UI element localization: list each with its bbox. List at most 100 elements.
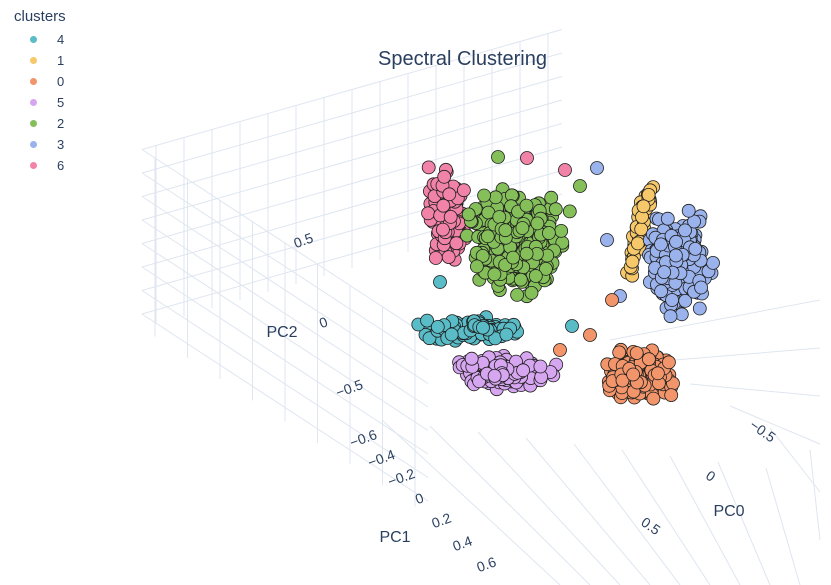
data-point-cluster-6[interactable] bbox=[421, 160, 436, 175]
data-point-cluster-4[interactable] bbox=[475, 320, 490, 335]
data-point-cluster-3[interactable] bbox=[694, 280, 708, 295]
data-point-cluster-0[interactable] bbox=[662, 355, 676, 370]
data-point-cluster-0[interactable] bbox=[664, 388, 679, 403]
data-point-cluster-6[interactable] bbox=[435, 222, 450, 237]
data-point-cluster-2[interactable] bbox=[491, 150, 505, 164]
data-point-cluster-0[interactable] bbox=[615, 373, 630, 388]
data-point-cluster-5[interactable] bbox=[533, 359, 548, 374]
data-point-cluster-6[interactable] bbox=[436, 198, 451, 213]
data-point-cluster-1[interactable] bbox=[630, 236, 645, 251]
data-point-cluster-6[interactable] bbox=[437, 169, 452, 184]
data-point-cluster-3[interactable] bbox=[669, 248, 683, 263]
data-point-cluster-1[interactable] bbox=[641, 187, 656, 202]
data-point-cluster-2[interactable] bbox=[475, 248, 490, 263]
data-point-cluster-0[interactable] bbox=[612, 345, 627, 360]
legend-item-6[interactable]: 6 bbox=[14, 155, 66, 176]
data-point-cluster-0[interactable] bbox=[651, 366, 665, 381]
data-point-cluster-2[interactable] bbox=[487, 267, 502, 282]
data-point-cluster-2[interactable] bbox=[498, 223, 513, 238]
legend-item-2[interactable]: 2 bbox=[14, 113, 66, 134]
axis-label-pc2: PC2 bbox=[266, 324, 297, 341]
legend-item-1[interactable]: 1 bbox=[14, 50, 66, 71]
data-point-cluster-2[interactable] bbox=[562, 204, 577, 219]
data-point-cluster-3[interactable] bbox=[663, 309, 678, 324]
data-point-cluster-2[interactable] bbox=[515, 221, 530, 235]
data-point-cluster-3[interactable] bbox=[665, 293, 679, 307]
data-point-cluster-6[interactable] bbox=[442, 187, 457, 202]
legend-label: 6 bbox=[57, 158, 65, 173]
data-point-cluster-6[interactable] bbox=[558, 163, 572, 177]
data-point-cluster-2[interactable] bbox=[542, 226, 556, 240]
data-point-cluster-6[interactable] bbox=[421, 206, 436, 221]
data-point-cluster-3[interactable] bbox=[678, 223, 692, 238]
data-point-cluster-4[interactable] bbox=[430, 319, 445, 334]
data-point-cluster-4[interactable] bbox=[433, 275, 447, 289]
legend-item-4[interactable]: 4 bbox=[14, 29, 66, 50]
data-point-cluster-2[interactable] bbox=[544, 190, 559, 205]
data-point-cluster-2[interactable] bbox=[469, 259, 484, 274]
data-point-cluster-3[interactable] bbox=[692, 301, 707, 316]
data-point-cluster-6[interactable] bbox=[456, 183, 471, 198]
data-point-cluster-2[interactable] bbox=[513, 272, 528, 287]
tick-pc0: 0 bbox=[703, 467, 719, 485]
data-point-cluster-6[interactable] bbox=[449, 236, 464, 251]
grid-line bbox=[765, 467, 801, 585]
data-point-cluster-2[interactable] bbox=[477, 188, 492, 203]
data-point-cluster-5[interactable] bbox=[516, 363, 530, 378]
legend-item-5[interactable]: 5 bbox=[14, 92, 66, 113]
data-point-cluster-6[interactable] bbox=[520, 151, 534, 165]
data-point-cluster-3[interactable] bbox=[654, 237, 668, 252]
legend-item-0[interactable]: 0 bbox=[14, 71, 66, 92]
data-point-cluster-2[interactable] bbox=[524, 285, 539, 300]
data-point-cluster-2[interactable] bbox=[573, 179, 587, 193]
data-point-cluster-0[interactable] bbox=[626, 367, 640, 382]
data-point-cluster-1[interactable] bbox=[636, 199, 651, 214]
data-point-cluster-2[interactable] bbox=[519, 246, 534, 261]
data-point-cluster-4[interactable] bbox=[499, 327, 514, 342]
data-point-cluster-0[interactable] bbox=[629, 346, 644, 360]
data-point-cluster-4[interactable] bbox=[565, 319, 579, 333]
data-point-cluster-1[interactable] bbox=[634, 222, 649, 237]
data-point-cluster-2[interactable] bbox=[488, 190, 503, 205]
legend-marker bbox=[30, 141, 37, 148]
data-point-cluster-2[interactable] bbox=[539, 261, 553, 276]
data-point-cluster-2[interactable] bbox=[548, 202, 563, 217]
legend-marker bbox=[30, 162, 37, 169]
data-point-cluster-3[interactable] bbox=[657, 265, 672, 280]
data-point-cluster-2[interactable] bbox=[528, 269, 543, 283]
data-point-cluster-3[interactable] bbox=[660, 211, 675, 226]
data-point-cluster-3[interactable] bbox=[669, 234, 683, 249]
data-point-cluster-2[interactable] bbox=[506, 250, 520, 265]
legend-item-3[interactable]: 3 bbox=[14, 134, 66, 155]
data-point-cluster-4[interactable] bbox=[444, 327, 459, 342]
data-point-cluster-6[interactable] bbox=[428, 251, 443, 265]
data-point-cluster-1[interactable] bbox=[625, 254, 640, 269]
data-point-cluster-2[interactable] bbox=[554, 223, 569, 238]
data-point-cluster-3[interactable] bbox=[706, 255, 720, 270]
data-point-cluster-3[interactable] bbox=[590, 161, 604, 175]
data-point-cluster-3[interactable] bbox=[654, 284, 668, 299]
data-point-cluster-0[interactable] bbox=[605, 293, 619, 307]
data-point-cluster-0[interactable] bbox=[553, 343, 567, 357]
tick-pc1: 0.6 bbox=[474, 553, 498, 575]
data-point-cluster-5[interactable] bbox=[487, 368, 502, 383]
data-point-cluster-0[interactable] bbox=[646, 391, 661, 406]
grid-line bbox=[669, 455, 741, 585]
data-point-cluster-3[interactable] bbox=[688, 241, 703, 256]
data-point-cluster-6[interactable] bbox=[443, 209, 458, 224]
data-point-cluster-0[interactable] bbox=[642, 352, 656, 367]
data-point-cluster-3[interactable] bbox=[681, 203, 696, 218]
data-point-cluster-6[interactable] bbox=[441, 250, 456, 265]
data-point-cluster-2[interactable] bbox=[530, 216, 545, 231]
data-point-cluster-0[interactable] bbox=[583, 328, 597, 342]
data-point-cluster-3[interactable] bbox=[600, 233, 614, 247]
data-point-cluster-2[interactable] bbox=[510, 287, 524, 302]
data-point-cluster-4[interactable] bbox=[420, 313, 435, 328]
data-point-cluster-5[interactable] bbox=[464, 351, 479, 366]
data-point-cluster-2[interactable] bbox=[480, 229, 495, 244]
data-point-cluster-2[interactable] bbox=[519, 198, 534, 213]
legend-title: clusters bbox=[14, 8, 66, 25]
data-point-cluster-2[interactable] bbox=[492, 210, 507, 224]
data-point-cluster-2[interactable] bbox=[461, 207, 476, 222]
